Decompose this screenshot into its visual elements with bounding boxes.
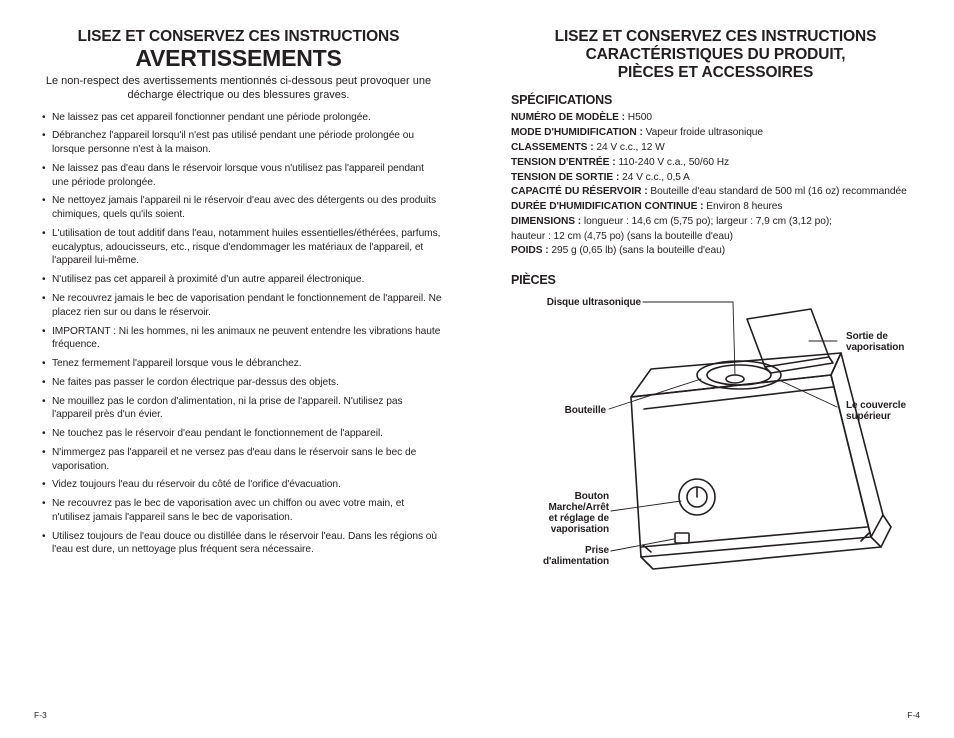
spec-line: POIDS : 295 g (0,65 lb) (sans la bouteil… bbox=[511, 244, 920, 259]
left-intro: Le non-respect des avertissements mentio… bbox=[42, 74, 435, 103]
warning-item: IMPORTANT : Ni les hommes, ni les animau… bbox=[42, 325, 443, 353]
spec-line: TENSION D'ENTRÉE : 110-240 V c.a., 50/60… bbox=[511, 156, 920, 171]
warning-item: N'immergez pas l'appareil et ne versez p… bbox=[42, 446, 443, 474]
right-main-line2: PIÈCES ET ACCESSOIRES bbox=[511, 64, 920, 82]
humidifier-illustration bbox=[511, 297, 921, 587]
right-main-line1: CARACTÉRISTIQUES DU PRODUIT, bbox=[511, 46, 920, 64]
warning-item: Ne laissez pas cet appareil fonctionner … bbox=[42, 111, 443, 125]
warning-item: Ne faites pas passer le cordon électriqu… bbox=[42, 376, 443, 390]
page-number-right: F-4 bbox=[907, 710, 920, 720]
warning-item: Ne recouvrez jamais le bec de vaporisati… bbox=[42, 292, 443, 320]
spec-line: DURÉE D'HUMIDIFICATION CONTINUE : Enviro… bbox=[511, 200, 920, 215]
spec-line: DIMENSIONS : longueur : 14,6 cm (5,75 po… bbox=[511, 215, 920, 230]
warning-item: Tenez fermement l'appareil lorsque vous … bbox=[42, 357, 443, 371]
spec-line: hauteur : 12 cm (4,75 po) (sans la boute… bbox=[511, 230, 920, 245]
left-sup-title: LISEZ ET CONSERVEZ CES INSTRUCTIONS bbox=[34, 28, 443, 46]
spec-line: NUMÉRO DE MODÈLE : H500 bbox=[511, 111, 920, 126]
parts-diagram-wrap: Disque ultrasonique Sortie devaporisatio… bbox=[511, 297, 920, 726]
left-page: LISEZ ET CONSERVEZ CES INSTRUCTIONS AVER… bbox=[0, 28, 477, 726]
warning-item: Ne recouvrez pas le bec de vaporisation … bbox=[42, 497, 443, 525]
warning-item: Ne laissez pas d'eau dans le réservoir l… bbox=[42, 162, 443, 190]
page-number-left: F-3 bbox=[34, 710, 47, 720]
spec-line: MODE D'HUMIDIFICATION : Vapeur froide ul… bbox=[511, 126, 920, 141]
warning-item: Utilisez toujours de l'eau douce ou dist… bbox=[42, 530, 443, 558]
warnings-list: Ne laissez pas cet appareil fonctionner … bbox=[34, 111, 443, 563]
spec-block: NUMÉRO DE MODÈLE : H500MODE D'HUMIDIFICA… bbox=[511, 111, 920, 259]
warning-item: Videz toujours l'eau du réservoir du côt… bbox=[42, 478, 443, 492]
right-page: LISEZ ET CONSERVEZ CES INSTRUCTIONS CARA… bbox=[477, 28, 954, 726]
left-main-title: AVERTISSEMENTS bbox=[34, 46, 443, 70]
warning-item: Débranchez l'appareil lorsqu'il n'est pa… bbox=[42, 129, 443, 157]
warning-item: L'utilisation de tout additif dans l'eau… bbox=[42, 227, 443, 268]
warning-item: Ne touchez pas le réservoir d'eau pendan… bbox=[42, 427, 443, 441]
spec-heading: SPÉCIFICATIONS bbox=[511, 93, 920, 107]
spec-line: CLASSEMENTS : 24 V c.c., 12 W bbox=[511, 141, 920, 156]
warning-item: N'utilisez pas cet appareil à proximité … bbox=[42, 273, 443, 287]
warning-item: Ne mouillez pas le cordon d'alimentation… bbox=[42, 395, 443, 423]
parts-heading: PIÈCES bbox=[511, 273, 920, 287]
warning-item: Ne nettoyez jamais l'appareil ni le rése… bbox=[42, 194, 443, 222]
spec-line: CAPACITÉ DU RÉSERVOIR : Bouteille d'eau … bbox=[511, 185, 920, 200]
right-sup-title: LISEZ ET CONSERVEZ CES INSTRUCTIONS bbox=[511, 28, 920, 46]
spec-line: TENSION DE SORTIE : 24 V c.c., 0,5 A bbox=[511, 171, 920, 186]
